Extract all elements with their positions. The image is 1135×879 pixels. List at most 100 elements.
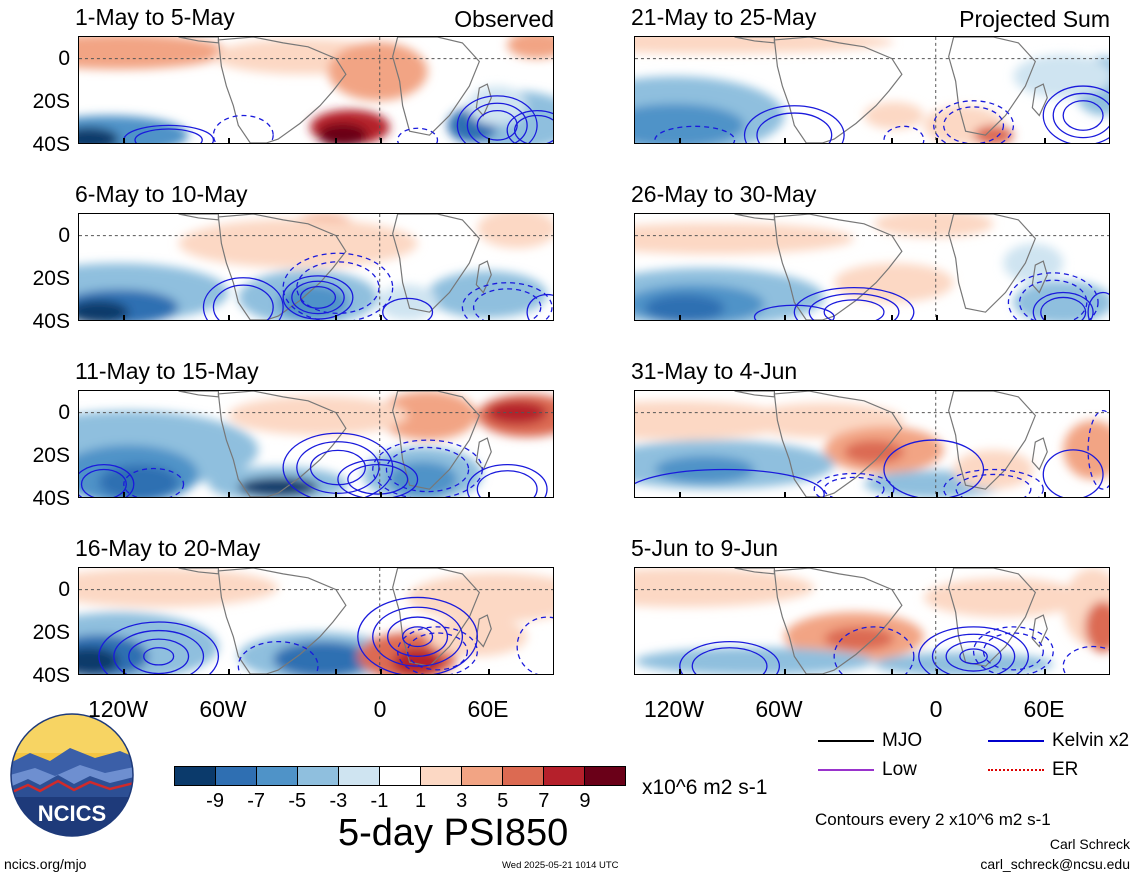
kelvin-contour	[506, 109, 553, 143]
coastline	[392, 37, 481, 136]
colorbar-label: -1	[370, 790, 389, 812]
map-field	[78, 390, 554, 498]
axis-tick	[228, 492, 230, 498]
kelvin-contour	[202, 277, 284, 320]
legend-kelvin-label: Kelvin x2	[1052, 730, 1130, 751]
colorbar-swatch	[257, 767, 298, 785]
axis-tick	[123, 669, 125, 675]
panel-title: 16-May to 20-May	[75, 535, 261, 561]
colorbar-label: 3	[456, 790, 468, 812]
kelvin-contour	[476, 470, 538, 497]
kelvin-contour	[943, 468, 1044, 497]
legend-low-label: Low	[882, 759, 917, 780]
field-blob	[923, 577, 1084, 618]
colorbar-swatch	[339, 767, 380, 785]
field-blob	[635, 568, 815, 608]
kelvin-contour	[808, 293, 900, 320]
latitude-label: 0	[58, 578, 70, 601]
axis-tick	[123, 138, 125, 144]
kelvin-contour	[1040, 296, 1087, 320]
kelvin-contour	[526, 293, 553, 320]
latitude-label: 0	[58, 401, 70, 424]
kelvin-contour	[296, 441, 380, 494]
kelvin-contour	[406, 632, 469, 671]
map-field	[634, 390, 1110, 498]
main-title: 5-day PSI850	[338, 812, 569, 854]
legend-kelvin-line	[988, 740, 1044, 742]
axis-tick	[1044, 669, 1046, 675]
coastline	[734, 214, 776, 221]
kelvin-contour	[80, 468, 127, 497]
axis-tick	[335, 492, 337, 498]
colorbar-label: -9	[206, 790, 224, 812]
kelvin-contour	[401, 626, 434, 648]
coastline	[948, 37, 1037, 136]
coastline	[475, 260, 492, 294]
legend-er: ER	[988, 759, 1078, 781]
coastline	[773, 37, 903, 143]
field-blob	[228, 395, 408, 436]
colorbar-label: 7	[538, 790, 550, 812]
panel-title: 1-May to 5-May	[75, 4, 235, 30]
colorbar-swatch	[462, 767, 503, 785]
coastline	[734, 37, 776, 44]
latitude-label: 20S	[32, 621, 70, 644]
coastline	[773, 391, 903, 497]
latitude-label: 20S	[32, 267, 70, 290]
axis-tick	[936, 315, 938, 321]
kelvin-contour	[955, 473, 1032, 497]
kelvin-contour	[397, 127, 439, 143]
axis-tick	[784, 138, 786, 144]
kelvin-contour	[823, 476, 885, 497]
kelvin-contour	[753, 304, 835, 320]
kelvin-contour	[823, 299, 885, 320]
field-blob	[79, 127, 119, 143]
coastline	[217, 568, 347, 674]
longitude-label: 120W	[643, 696, 705, 722]
field-blob	[79, 37, 229, 70]
longitude-label: 60E	[467, 696, 509, 722]
longitude-label: 0	[373, 696, 387, 722]
axis-tick	[123, 492, 125, 498]
kelvin-contour	[1052, 92, 1109, 139]
kelvin-contour	[1062, 100, 1104, 131]
coastline	[1031, 260, 1048, 294]
axis-tick	[335, 669, 337, 675]
coastline	[475, 83, 492, 117]
field-blob	[427, 270, 548, 319]
colorbar-units: x10^6 m2 s-1	[642, 776, 768, 799]
kelvin-contour	[1018, 279, 1088, 320]
longitude-label: 60W	[755, 696, 803, 722]
coastline	[948, 391, 1037, 490]
latitude-label: 0	[58, 224, 70, 247]
field-blob	[635, 647, 874, 674]
field-blob	[477, 214, 553, 249]
kelvin-contour	[1042, 85, 1109, 143]
field-blob	[824, 626, 894, 651]
coastline	[178, 391, 220, 398]
panel-title: 31-May to 4-Jun	[631, 358, 798, 384]
axis-tick	[335, 138, 337, 144]
kelvin-contour	[456, 95, 538, 143]
kelvin-contour	[933, 100, 1015, 143]
panel-title: 11-May to 15-May	[75, 358, 259, 384]
timestamp: Wed 2025-05-21 1014 UTC	[502, 860, 619, 871]
colorbar-swatch	[585, 767, 625, 785]
colorbar-label: 1	[414, 790, 427, 812]
axis-tick	[679, 315, 681, 321]
coastline	[734, 568, 776, 575]
latitude-label: 40S	[32, 310, 70, 333]
kelvin-contour	[461, 282, 553, 320]
coastline	[1031, 83, 1048, 117]
legend-er-label: ER	[1052, 759, 1079, 780]
panel-title: 26-May to 30-May	[631, 181, 817, 207]
kelvin-contour	[756, 112, 833, 143]
longitude-label: 60W	[199, 696, 247, 722]
kelvin-contour	[1042, 449, 1104, 497]
axis-tick	[380, 315, 382, 321]
colorbar-swatch	[175, 767, 216, 785]
author-email: carl_schreck@ncsu.edu	[980, 856, 1130, 872]
axis-tick	[1044, 138, 1046, 144]
field-blob	[273, 641, 373, 674]
field-blob	[79, 568, 279, 608]
